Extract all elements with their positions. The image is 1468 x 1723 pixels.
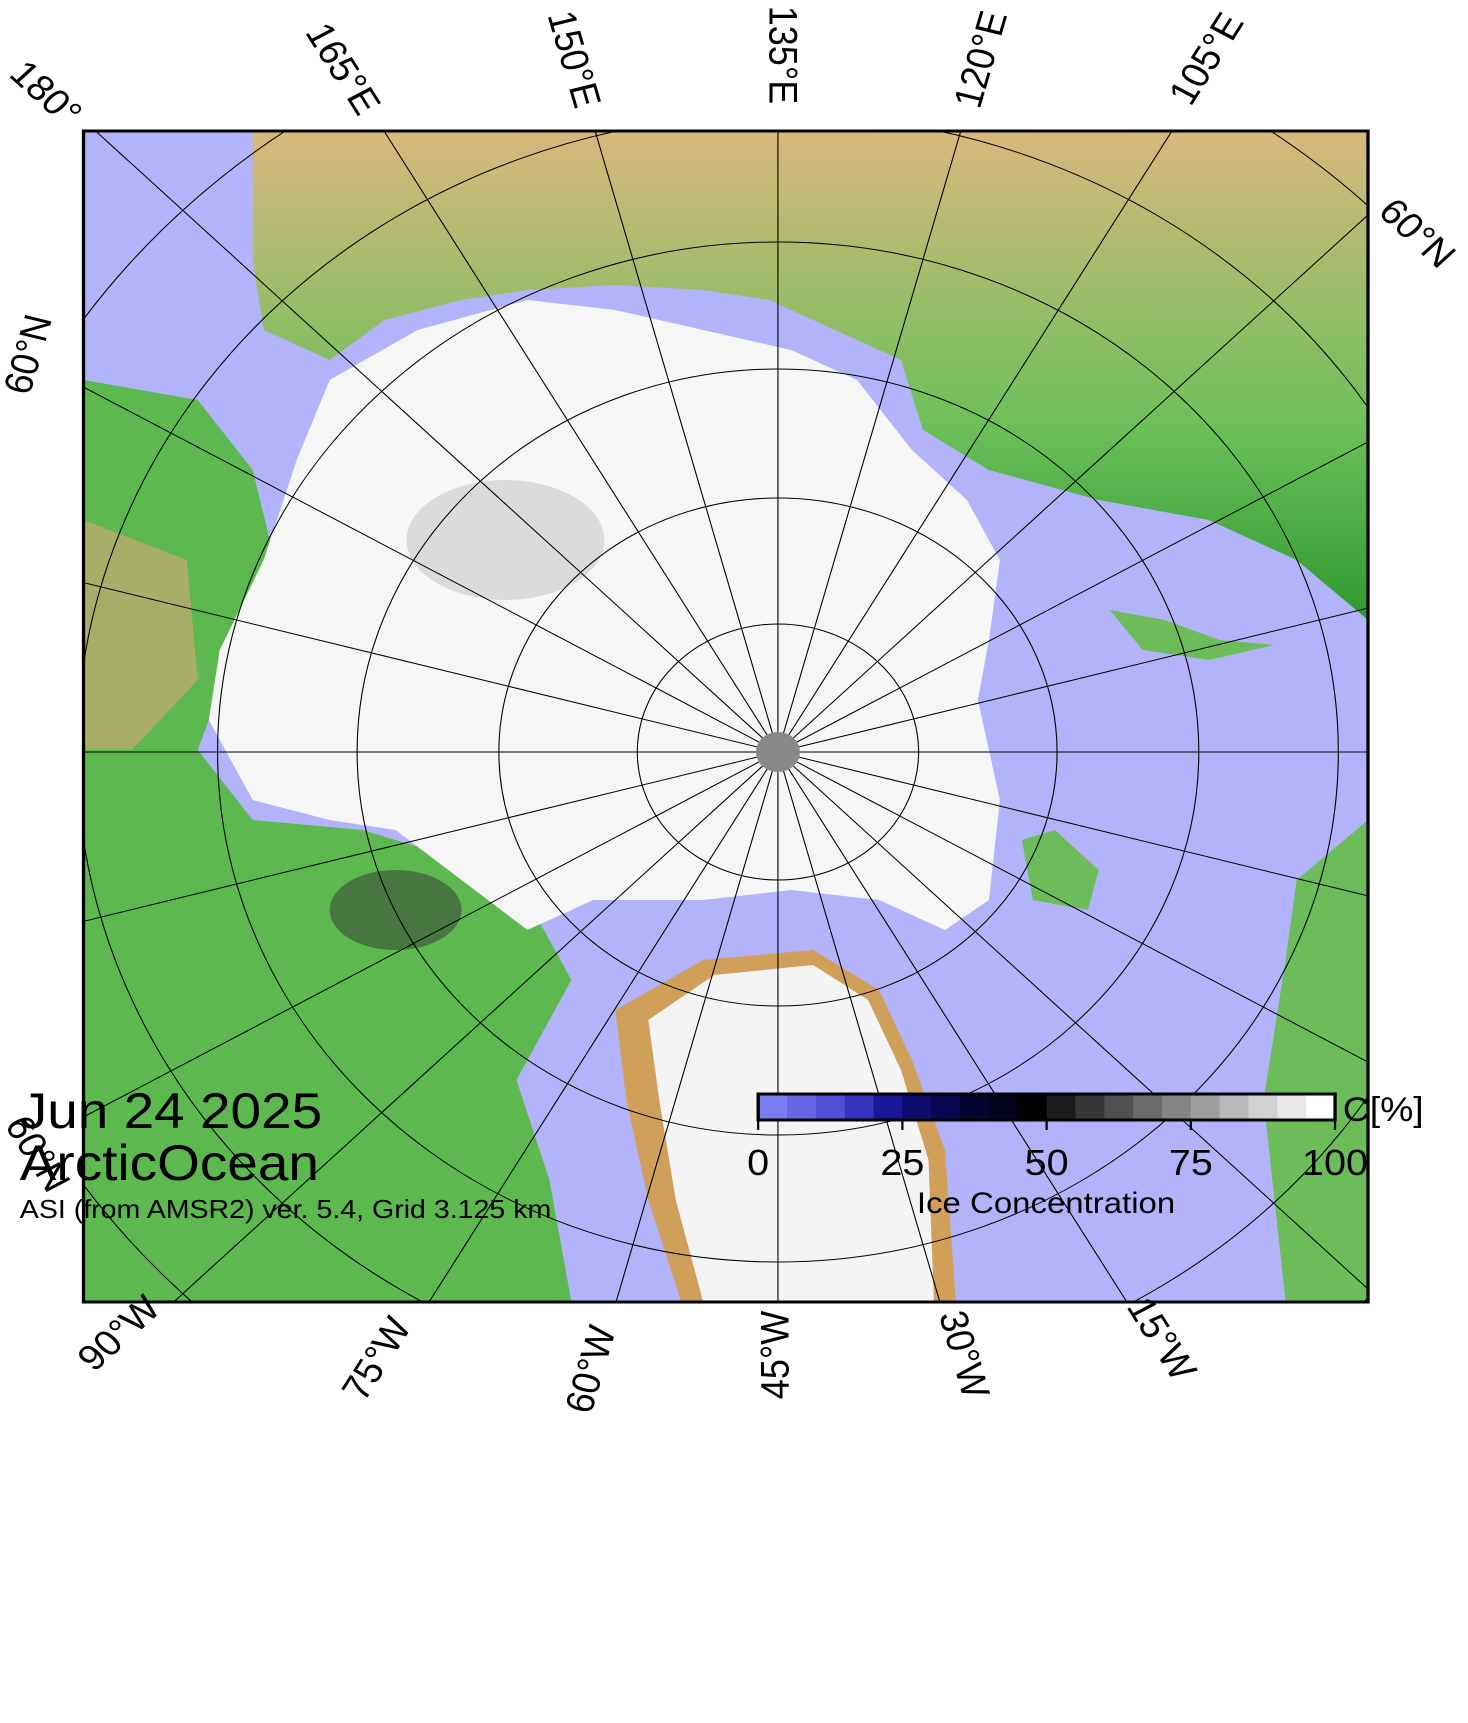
parallel-label: 60°N [1370, 191, 1464, 276]
meridian-label: 165°E [296, 16, 388, 121]
colorbar-title: Ice Concentration [917, 1185, 1175, 1219]
map-frame [81, 129, 1370, 1304]
colorbar: 0 25 50 75 100 [747, 1092, 1368, 1184]
colorbar-segment [1248, 1094, 1278, 1120]
pole-hole [755, 732, 800, 772]
colorbar-tick-label: 25 [880, 1144, 924, 1184]
meridian-label: 105°E [1161, 6, 1253, 111]
colorbar-tick-label: 0 [747, 1144, 769, 1184]
colorbar-segment [1306, 1094, 1336, 1120]
colorbar-segment [758, 1094, 788, 1120]
colorbar-unit: C[%] [1343, 1091, 1424, 1129]
land-siberia [252, 131, 1369, 620]
greenland-ice-sheet [648, 965, 934, 1302]
colorbar-tick-label: 100 [1302, 1144, 1368, 1184]
colorbar-segment [815, 1094, 846, 1120]
colorbar-segment [960, 1094, 990, 1120]
sea-ice [208, 300, 1000, 930]
colorbar-segment [1075, 1094, 1105, 1120]
land-novaya-zemlya [1109, 610, 1275, 660]
date: Jun 24 2025 [20, 1083, 322, 1139]
colorbar-segment [1017, 1094, 1048, 1120]
colorbar-segment [1133, 1094, 1163, 1120]
meridian-label: 60°W [558, 1321, 626, 1417]
source: ASI (from AMSR2) ver. 5.4, Grid 3.125 km [20, 1194, 552, 1224]
colorbar-segment [988, 1094, 1019, 1120]
land-canada [83, 380, 572, 1302]
meridian-label: 150°E [538, 7, 608, 112]
meridian-label: 75°W [334, 1311, 421, 1408]
meridian-label: 135°E [760, 6, 804, 104]
colorbar-tick-label: 75 [1169, 1144, 1213, 1184]
colorbar-segment [1104, 1094, 1134, 1120]
meridian-label: 180° [1, 53, 90, 134]
parallel-label: 60°N [0, 310, 61, 398]
colorbar-segment [1190, 1094, 1221, 1120]
colorbar-segment [1161, 1094, 1192, 1120]
colorbar-segment [1277, 1094, 1307, 1120]
meridian-label: 45°W [754, 1311, 798, 1400]
meridian-label: 120°E [946, 7, 1016, 112]
meridian-label: 30°W [930, 1307, 998, 1403]
sea-ice-low [406, 480, 605, 600]
sea-ice-dark [329, 870, 462, 950]
colorbar-segment [1046, 1094, 1077, 1120]
colorbar-segment [844, 1094, 875, 1120]
colorbar-tick-label: 50 [1025, 1144, 1069, 1184]
land-scandinavia [1263, 820, 1369, 1302]
region: ArcticOcean [20, 1135, 319, 1191]
meridian-label: 15°W [1118, 1291, 1205, 1388]
colorbar-segment [902, 1094, 932, 1120]
colorbar-segment [931, 1094, 961, 1120]
colorbar-segment [1219, 1094, 1250, 1120]
land-alaska-relief [83, 520, 198, 750]
colorbar-segment [787, 1094, 817, 1120]
colorbar-segment [873, 1094, 903, 1120]
